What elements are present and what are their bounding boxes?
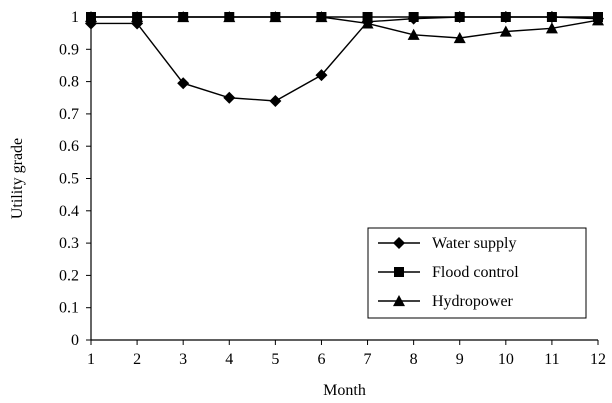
legend-label: Hydropower [432, 293, 514, 310]
x-tick-label: 1 [87, 351, 95, 368]
y-tick-label: 0.7 [59, 106, 79, 123]
x-tick-label: 6 [317, 351, 325, 368]
data-point-hydropower [177, 11, 190, 23]
legend-label: Flood control [432, 264, 519, 281]
y-axis-label: Utility grade [9, 138, 26, 219]
y-tick-label: 1 [71, 9, 79, 26]
series-line-water-supply [91, 16, 599, 102]
y-tick-label: 0.6 [59, 138, 79, 155]
data-point-water-supply [269, 94, 282, 107]
data-point-flood-control [408, 12, 419, 22]
data-point-hydropower [453, 31, 466, 44]
y-tick-label: 0.8 [59, 74, 79, 91]
x-tick-label: 5 [271, 351, 279, 368]
legend-item-flood-control: Flood control [378, 264, 519, 281]
y-tick-label: 0.1 [59, 300, 79, 317]
series-layer [85, 11, 604, 107]
legend: Water supply Flood control Hydropower [367, 227, 587, 319]
data-point-water-supply [223, 91, 236, 104]
legend-marker-square-icon [394, 267, 404, 277]
x-tick-label: 12 [590, 351, 606, 368]
data-point-flood-control [362, 12, 373, 22]
legend-item-hydropower: Hydropower [378, 293, 514, 310]
series-water-supply [85, 11, 604, 107]
data-point-hydropower [592, 14, 604, 26]
data-point-flood-control [546, 12, 557, 22]
y-tick-label: 0 [71, 332, 79, 349]
x-ticks: 1 2 3 4 5 6 7 8 9 10 11 12 [87, 340, 606, 368]
legend-items: Water supply Flood control Hydropower [378, 235, 519, 310]
data-point-hydropower [499, 25, 512, 37]
legend-marker-triangle-icon [393, 295, 405, 307]
y-tick-label: 0.4 [59, 203, 79, 220]
x-tick-label: 9 [456, 351, 464, 368]
data-point-hydropower [407, 28, 420, 40]
y-tick-label: 0.3 [59, 235, 79, 252]
y-ticks: 0 0.1 0.2 0.3 0.4 0.5 0.6 0.7 0.8 0.9 1 [59, 9, 91, 349]
data-point-hydropower [269, 11, 282, 23]
data-point-flood-control [500, 12, 511, 22]
data-point-hydropower [361, 17, 374, 29]
x-tick-label: 2 [133, 351, 141, 368]
data-point-water-supply [315, 69, 328, 82]
data-point-hydropower [131, 11, 144, 23]
x-tick-label: 10 [498, 351, 514, 368]
legend-marker-diamond-icon [393, 237, 405, 249]
data-point-hydropower [315, 11, 328, 23]
x-tick-label: 8 [410, 351, 418, 368]
data-point-flood-control [454, 12, 465, 22]
x-axis-label: Month [323, 382, 366, 399]
x-tick-label: 3 [179, 351, 187, 368]
x-tick-label: 11 [544, 351, 559, 368]
data-point-water-supply [177, 77, 190, 90]
legend-item-water-supply: Water supply [378, 235, 516, 252]
data-point-hydropower [223, 11, 236, 23]
x-tick-label: 7 [364, 351, 372, 368]
y-tick-label: 0.5 [59, 171, 79, 188]
y-tick-label: 0.9 [59, 41, 79, 58]
y-tick-label: 0.2 [59, 267, 79, 284]
legend-label: Water supply [432, 235, 516, 252]
x-tick-label: 4 [225, 351, 233, 368]
data-point-hydropower [85, 11, 97, 23]
data-point-hydropower [545, 22, 558, 34]
series-hydropower [85, 11, 604, 44]
series-line-hydropower [91, 16, 599, 39]
